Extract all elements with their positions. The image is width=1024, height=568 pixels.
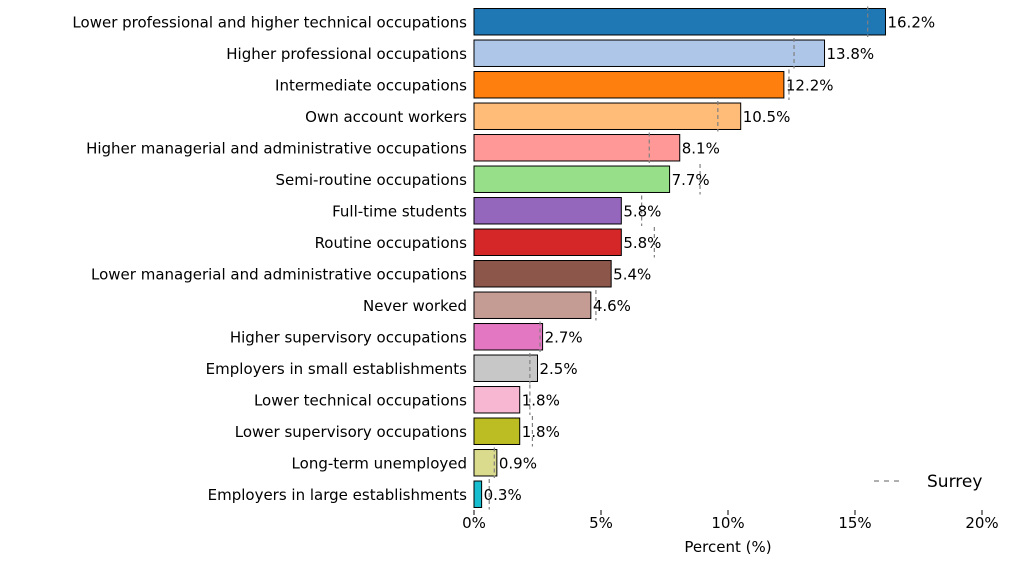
category-label-employers-in-small-establishments: Employers in small establishments bbox=[206, 360, 467, 378]
value-label-semi-routine-occupations: 7.7% bbox=[672, 171, 710, 189]
value-label-own-account-workers: 10.5% bbox=[743, 108, 791, 126]
category-label-long-term-unemployed: Long-term unemployed bbox=[292, 454, 467, 472]
value-label-full-time-students: 5.8% bbox=[623, 202, 661, 220]
value-label-routine-occupations: 5.8% bbox=[623, 234, 661, 252]
bar-employers-in-small-establishments bbox=[473, 354, 538, 382]
x-tick-label: 15% bbox=[838, 514, 871, 532]
category-label-semi-routine-occupations: Semi-routine occupations bbox=[276, 171, 468, 189]
bar-lower-technical-occupations bbox=[473, 386, 521, 414]
category-label-lower-professional-and-higher-technical-occupations: Lower professional and higher technical … bbox=[72, 13, 467, 31]
bar-semi-routine-occupations bbox=[473, 165, 671, 193]
bar-lower-managerial-and-administrative-occupations bbox=[473, 260, 612, 288]
category-label-lower-supervisory-occupations: Lower supervisory occupations bbox=[235, 423, 467, 441]
bars-layer bbox=[473, 8, 886, 508]
category-label-higher-professional-occupations: Higher professional occupations bbox=[226, 45, 467, 63]
bar-lower-professional-and-higher-technical-occupations bbox=[473, 8, 886, 36]
category-label-intermediate-occupations: Intermediate occupations bbox=[275, 76, 467, 94]
x-tick-label: 10% bbox=[711, 514, 744, 532]
value-label-lower-supervisory-occupations: 1.8% bbox=[522, 423, 560, 441]
x-tick-label: 5% bbox=[589, 514, 613, 532]
value-label-higher-supervisory-occupations: 2.7% bbox=[545, 328, 583, 346]
bar-own-account-workers bbox=[473, 102, 742, 130]
value-labels-layer: 16.2% 13.8% 12.2% 10.5% 8.1% 7.7% 5.8% 5.8% 5.4%… bbox=[484, 13, 936, 504]
legend: Surrey bbox=[874, 472, 982, 492]
x-axis-label: Percent (%) bbox=[684, 538, 771, 556]
category-label-higher-supervisory-occupations: Higher supervisory occupations bbox=[230, 328, 467, 346]
x-axis: 0% 5% 10% 15% 20% bbox=[462, 510, 999, 532]
value-label-lower-technical-occupations: 1.8% bbox=[522, 391, 560, 409]
bar-long-term-unemployed bbox=[473, 449, 498, 477]
category-label-own-account-workers: Own account workers bbox=[305, 108, 467, 126]
value-label-employers-in-large-establishments: 0.3% bbox=[484, 486, 522, 504]
bar-full-time-students bbox=[473, 197, 622, 225]
x-tick-label: 20% bbox=[965, 514, 998, 532]
value-label-lower-professional-and-higher-technical-occupations: 16.2% bbox=[887, 13, 935, 31]
value-label-never-worked: 4.6% bbox=[593, 297, 631, 315]
category-label-never-worked: Never worked bbox=[363, 297, 467, 315]
surrey-reference-layer bbox=[488, 6, 869, 510]
bar-lower-supervisory-occupations bbox=[473, 417, 521, 445]
value-label-intermediate-occupations: 12.2% bbox=[786, 76, 834, 94]
bar-intermediate-occupations bbox=[473, 71, 785, 99]
bar-higher-supervisory-occupations bbox=[473, 323, 544, 351]
bar-routine-occupations bbox=[473, 228, 622, 256]
value-label-lower-managerial-and-administrative-occupations: 5.4% bbox=[613, 265, 651, 283]
bar-higher-managerial-and-administrative-occupations bbox=[473, 134, 681, 162]
x-tick-label: 0% bbox=[462, 514, 486, 532]
bar-never-worked bbox=[473, 291, 592, 319]
bar-employers-in-large-establishments bbox=[473, 480, 483, 508]
category-labels-layer: Lower professional and higher technical … bbox=[72, 13, 467, 504]
category-label-employers-in-large-establishments: Employers in large establishments bbox=[208, 486, 468, 504]
legend-label-surrey: Surrey bbox=[927, 472, 982, 492]
category-label-routine-occupations: Routine occupations bbox=[315, 234, 468, 252]
bar-higher-professional-occupations bbox=[473, 39, 826, 67]
category-label-full-time-students: Full-time students bbox=[332, 202, 467, 220]
category-label-lower-technical-occupations: Lower technical occupations bbox=[254, 391, 467, 409]
value-label-long-term-unemployed: 0.9% bbox=[499, 454, 537, 472]
category-label-higher-managerial-and-administrative-occupations: Higher managerial and administrative occ… bbox=[86, 139, 467, 157]
value-label-higher-professional-occupations: 13.8% bbox=[827, 45, 875, 63]
value-label-higher-managerial-and-administrative-occupations: 8.1% bbox=[682, 139, 720, 157]
category-label-lower-managerial-and-administrative-occupations: Lower managerial and administrative occu… bbox=[91, 265, 467, 283]
value-label-employers-in-small-establishments: 2.5% bbox=[540, 360, 578, 378]
